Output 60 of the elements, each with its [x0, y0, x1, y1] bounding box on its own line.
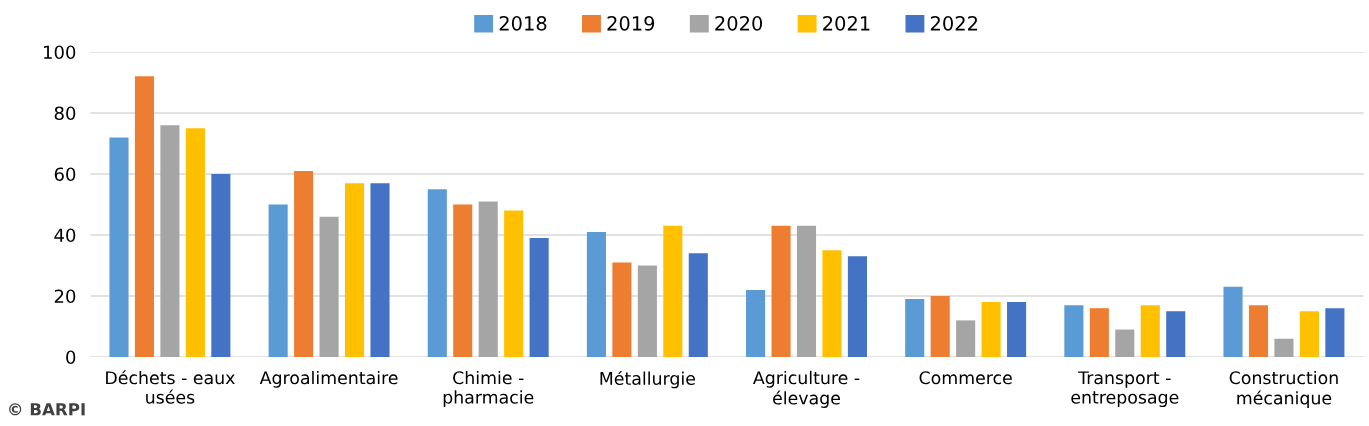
bar	[1325, 308, 1345, 357]
y-tick-label: 80	[54, 106, 76, 121]
x-tick-label: Chimie - pharmacie	[443, 370, 534, 408]
x-tick-label: Transport - entreposage	[1071, 371, 1179, 408]
x-tick-label: Commerce	[919, 371, 1012, 385]
bar	[663, 225, 683, 357]
bar	[930, 295, 950, 357]
bar	[453, 204, 473, 357]
bar	[344, 183, 365, 357]
y-tick-label: 100	[43, 45, 76, 60]
bar	[981, 302, 1001, 357]
bar	[905, 299, 925, 357]
bar	[211, 173, 231, 357]
bar	[1089, 308, 1109, 357]
bar	[370, 183, 390, 357]
x-tick-label: Agriculture - élevage	[753, 370, 860, 408]
bar	[637, 265, 657, 357]
bar	[1115, 329, 1135, 357]
legend-label: 2019	[607, 16, 655, 31]
bar	[160, 125, 180, 357]
bar	[504, 210, 524, 357]
x-tick-label: Déchets - eaux usées	[106, 370, 235, 404]
legend-label: 2021	[823, 16, 870, 31]
bar	[268, 204, 288, 357]
legend-label: 2020	[715, 16, 763, 31]
bar	[1274, 338, 1294, 357]
bar	[1140, 305, 1160, 357]
bar	[822, 250, 842, 357]
bar	[427, 189, 447, 357]
bar	[1299, 311, 1319, 357]
y-tick-label: 60	[54, 167, 76, 182]
bar	[586, 231, 606, 357]
bar	[109, 137, 129, 357]
bar	[612, 262, 632, 357]
bar	[294, 170, 314, 357]
legend-label: 2018	[499, 16, 547, 31]
bar	[1166, 311, 1186, 357]
bar	[185, 128, 205, 357]
x-tick-label: Construction mécanique	[1229, 370, 1338, 408]
bar	[1223, 286, 1243, 357]
x-tick-label: Métallurgie	[600, 370, 695, 389]
bar	[796, 225, 817, 357]
bar	[529, 238, 549, 357]
bar	[1007, 302, 1027, 357]
bar	[478, 201, 498, 357]
x-tick-label: Agroalimentaire	[259, 370, 398, 388]
bar	[847, 256, 867, 357]
y-tick-label: 0	[66, 350, 76, 365]
bar	[1064, 305, 1084, 357]
legend-label: 2022	[930, 16, 978, 31]
bar	[319, 216, 339, 357]
bar	[688, 253, 708, 357]
y-tick-label: 40	[54, 228, 76, 243]
y-tick-label: 20	[54, 289, 76, 304]
text: © BARPI	[9, 403, 85, 416]
bar	[134, 76, 155, 357]
bar	[956, 320, 976, 357]
bar	[746, 289, 766, 357]
bar	[771, 225, 791, 357]
bar	[1248, 305, 1269, 357]
